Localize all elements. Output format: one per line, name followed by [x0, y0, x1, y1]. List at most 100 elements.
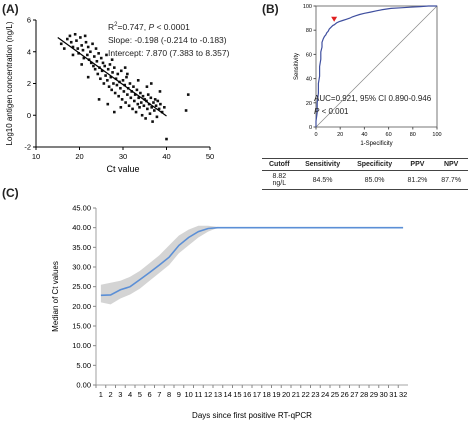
- y-tick-label: 15.00: [72, 322, 91, 331]
- x-tick-label: 23: [311, 390, 319, 399]
- data-point: [59, 42, 63, 46]
- data-point: [97, 52, 100, 55]
- x-tick-label: 20: [75, 152, 83, 161]
- data-point: [79, 36, 82, 39]
- diagonal-reference-line: [315, 5, 438, 128]
- data-point: [82, 56, 86, 60]
- data-point: [113, 110, 116, 114]
- y-axis-label: Log10 antigen concentration (ng/L): [5, 21, 14, 145]
- plot-frame: [315, 5, 438, 128]
- x-axis-label: 1-Specificity: [360, 141, 392, 147]
- x-tick-label: 31: [389, 390, 397, 399]
- data-point: [163, 106, 166, 109]
- data-point: [139, 91, 142, 95]
- data-point: [150, 106, 154, 109]
- x-tick-label: 4: [128, 390, 132, 399]
- data-point: [128, 82, 132, 85]
- y-axis-label: Median of Ct values: [51, 261, 60, 332]
- slope-annotation: Slope: -0.198 (-0.214 to -0.183): [108, 35, 227, 45]
- x-tick-label: 30: [119, 152, 127, 161]
- data-point: [97, 98, 101, 101]
- data-point: [83, 34, 87, 38]
- cell-specificity: 85.0%: [364, 176, 385, 184]
- data-point: [154, 104, 158, 108]
- y-tick-label: 35.00: [72, 243, 91, 252]
- data-point: [109, 75, 113, 79]
- y-tick-label: 60: [306, 52, 312, 58]
- y-tick-label: 80: [306, 28, 312, 34]
- x-tick-label: 29: [370, 390, 378, 399]
- performance-table: Cutoff Sensitivity Specificity PPV NPV 8…: [262, 158, 468, 190]
- data-point: [155, 115, 159, 119]
- data-point: [156, 99, 160, 103]
- data-point: [119, 69, 123, 73]
- regression-line: [57, 36, 167, 117]
- data-point: [113, 66, 116, 69]
- median-ct-chart: 0.00 5.00 10.00 15.00 20.00 25.00 30.00 35.00 40…: [51, 204, 408, 420]
- data-point: [80, 44, 83, 47]
- table-row: 8.82 ng/L 84.5% 85.0% 81.2% 87.7%: [262, 171, 468, 190]
- data-point: [93, 67, 97, 71]
- x-tick-label: 27: [350, 390, 358, 399]
- data-point: [103, 64, 107, 68]
- data-point: [99, 56, 103, 60]
- cell-ppv: 81.2%: [407, 176, 428, 184]
- data-point: [133, 93, 137, 96]
- data-point: [123, 66, 127, 69]
- x-tick-label: 10: [184, 390, 192, 399]
- data-point: [115, 83, 119, 87]
- data-point: [165, 137, 168, 141]
- data-point: [77, 52, 80, 55]
- data-point: [84, 40, 88, 44]
- panel-b-label: (B): [262, 2, 279, 16]
- y-tick-label: 10.00: [72, 341, 91, 350]
- data-point: [69, 40, 73, 44]
- y-tick-label: 100: [303, 4, 312, 10]
- y-tick-label: 45.00: [72, 204, 91, 213]
- data-point: [158, 90, 162, 93]
- data-point: [105, 53, 108, 57]
- header-ppv: PPV: [410, 161, 425, 168]
- y-tick-label: 20: [306, 101, 312, 107]
- data-point: [100, 69, 104, 73]
- x-tick-label: 7: [157, 390, 161, 399]
- data-point: [153, 98, 157, 101]
- data-point: [137, 96, 140, 100]
- data-point: [99, 77, 102, 81]
- header-npv: NPV: [443, 161, 459, 168]
- data-point: [133, 99, 136, 103]
- x-tick-label: 8: [167, 390, 171, 399]
- x-tick-label: 10: [32, 152, 40, 161]
- x-tick-label: 40: [162, 152, 170, 161]
- x-tick-label: 32: [399, 390, 407, 399]
- confidence-band: [100, 225, 404, 305]
- table-header-row: Cutoff Sensitivity Specificity PPV NPV: [262, 158, 468, 171]
- cell-sensitivity: 84.5%: [312, 176, 333, 184]
- data-point: [112, 82, 115, 85]
- data-point: [184, 109, 188, 112]
- data-point: [110, 88, 113, 92]
- x-tick-label: 60: [386, 132, 392, 138]
- intercept-annotation: Intercept: 7.870 (7.383 to 8.357): [108, 48, 230, 58]
- data-point: [143, 98, 147, 101]
- y-axis-label: Sensitivity: [294, 53, 300, 80]
- x-tick-label: 26: [340, 390, 348, 399]
- data-point: [113, 91, 117, 95]
- data-point: [106, 102, 110, 106]
- data-point: [86, 45, 90, 49]
- data-point: [129, 96, 133, 100]
- data-point: [149, 82, 153, 85]
- data-point: [107, 85, 111, 88]
- data-point: [159, 102, 162, 106]
- x-tick-label: 2: [109, 390, 113, 399]
- x-tick-label: 21: [292, 390, 300, 399]
- x-tick-label: 28: [360, 390, 368, 399]
- data-point: [71, 45, 75, 49]
- x-tick-label: 6: [148, 390, 152, 399]
- data-point: [149, 96, 153, 100]
- data-point: [117, 94, 120, 98]
- data-point: [119, 86, 122, 90]
- y-tick-label: 25.00: [72, 282, 91, 291]
- x-tick-label: 18: [262, 390, 270, 399]
- data-point: [68, 34, 72, 38]
